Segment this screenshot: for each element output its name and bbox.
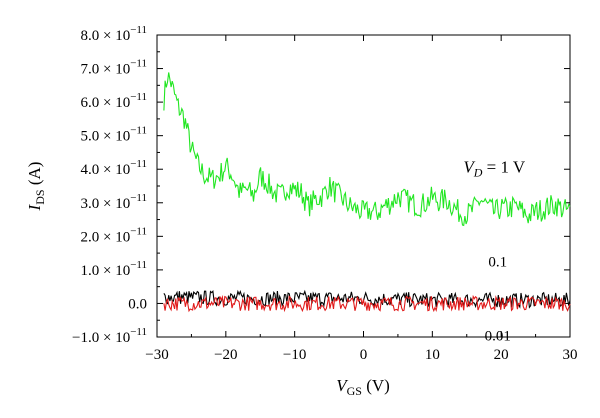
annotation-0-01: 0.01 [485, 328, 511, 344]
annotation-vd-1v: VD = 1 V [463, 158, 526, 180]
x-tick-label: −10 [283, 347, 306, 363]
y-tick-label: 0.0 [128, 296, 147, 312]
y-tick-label: 4.0 × 10−11 [80, 158, 147, 178]
x-tick-label: 10 [425, 347, 440, 363]
y-tick-label: 1.0 × 10−11 [80, 259, 147, 279]
y-tick-label: 6.0 × 10−11 [80, 91, 147, 111]
y-tick-label: 5.0 × 10−11 [80, 125, 147, 145]
annotation-0-1: 0.1 [488, 255, 507, 271]
y-tick-label: 3.0 × 10−11 [80, 192, 147, 212]
x-tick-label: −30 [145, 347, 168, 363]
y-tick-label: 8.0 × 10−11 [80, 24, 147, 44]
series-line-vd-0-01 [163, 294, 571, 313]
series-line-vd-1v [163, 72, 571, 227]
x-tick-label: 30 [563, 347, 578, 363]
x-tick-label: 20 [494, 347, 509, 363]
plot-frame [156, 34, 571, 338]
y-axis-title: IDS (A) [25, 162, 47, 212]
x-axis-title: VGS (V) [336, 376, 390, 398]
x-tick-label: −20 [214, 347, 237, 363]
x-tick-label: 0 [360, 347, 368, 363]
y-tick-label: 2.0 × 10−11 [80, 225, 147, 245]
y-tick-label: 7.0 × 10−11 [80, 58, 147, 78]
y-tick-label: −1.0 × 10−11 [72, 326, 147, 346]
